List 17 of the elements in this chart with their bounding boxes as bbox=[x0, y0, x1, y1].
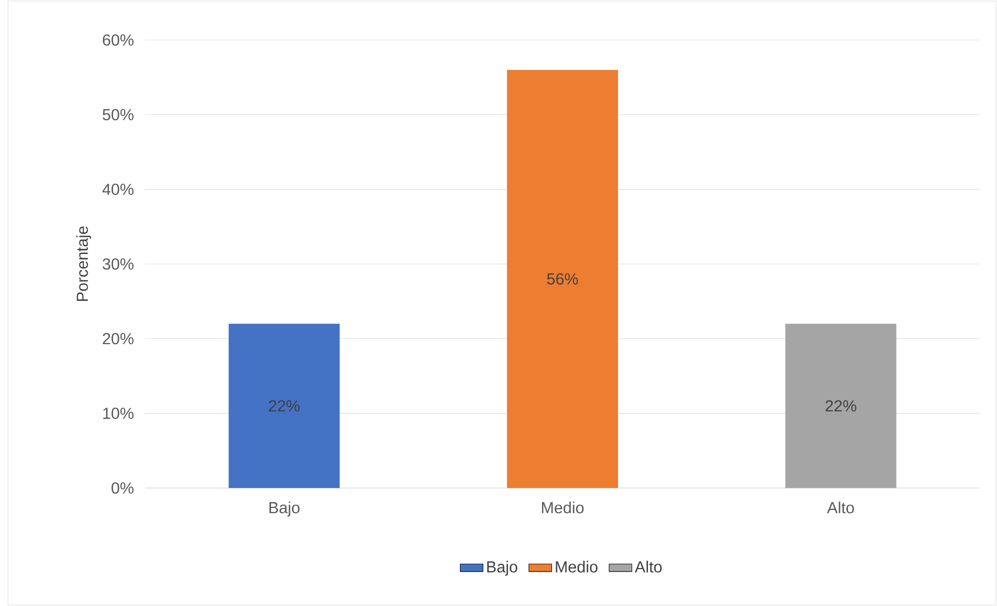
y-tick-label: 60% bbox=[102, 34, 134, 46]
y-tick-label: 10% bbox=[103, 408, 134, 419]
data-label: 56% bbox=[547, 273, 578, 285]
y-tick-label: 40% bbox=[102, 184, 134, 195]
legend-label: Alto bbox=[634, 560, 662, 573]
y-tick-label: 20% bbox=[102, 332, 134, 344]
data-label: 22% bbox=[826, 400, 856, 412]
y-tick-label: 50% bbox=[102, 109, 134, 120]
y-tick-label: 0% bbox=[112, 482, 134, 494]
legend-label: Bajo bbox=[487, 560, 518, 576]
legend-label: Medio bbox=[556, 560, 598, 573]
data-label: 22% bbox=[268, 400, 300, 412]
y-axis-title: Porcentaje bbox=[76, 226, 92, 301]
x-tick-label: Bajo bbox=[269, 502, 300, 517]
x-tick-label: Medio bbox=[542, 502, 584, 514]
y-tick-label: 30% bbox=[102, 258, 134, 270]
x-tick-label: Alto bbox=[827, 502, 854, 514]
